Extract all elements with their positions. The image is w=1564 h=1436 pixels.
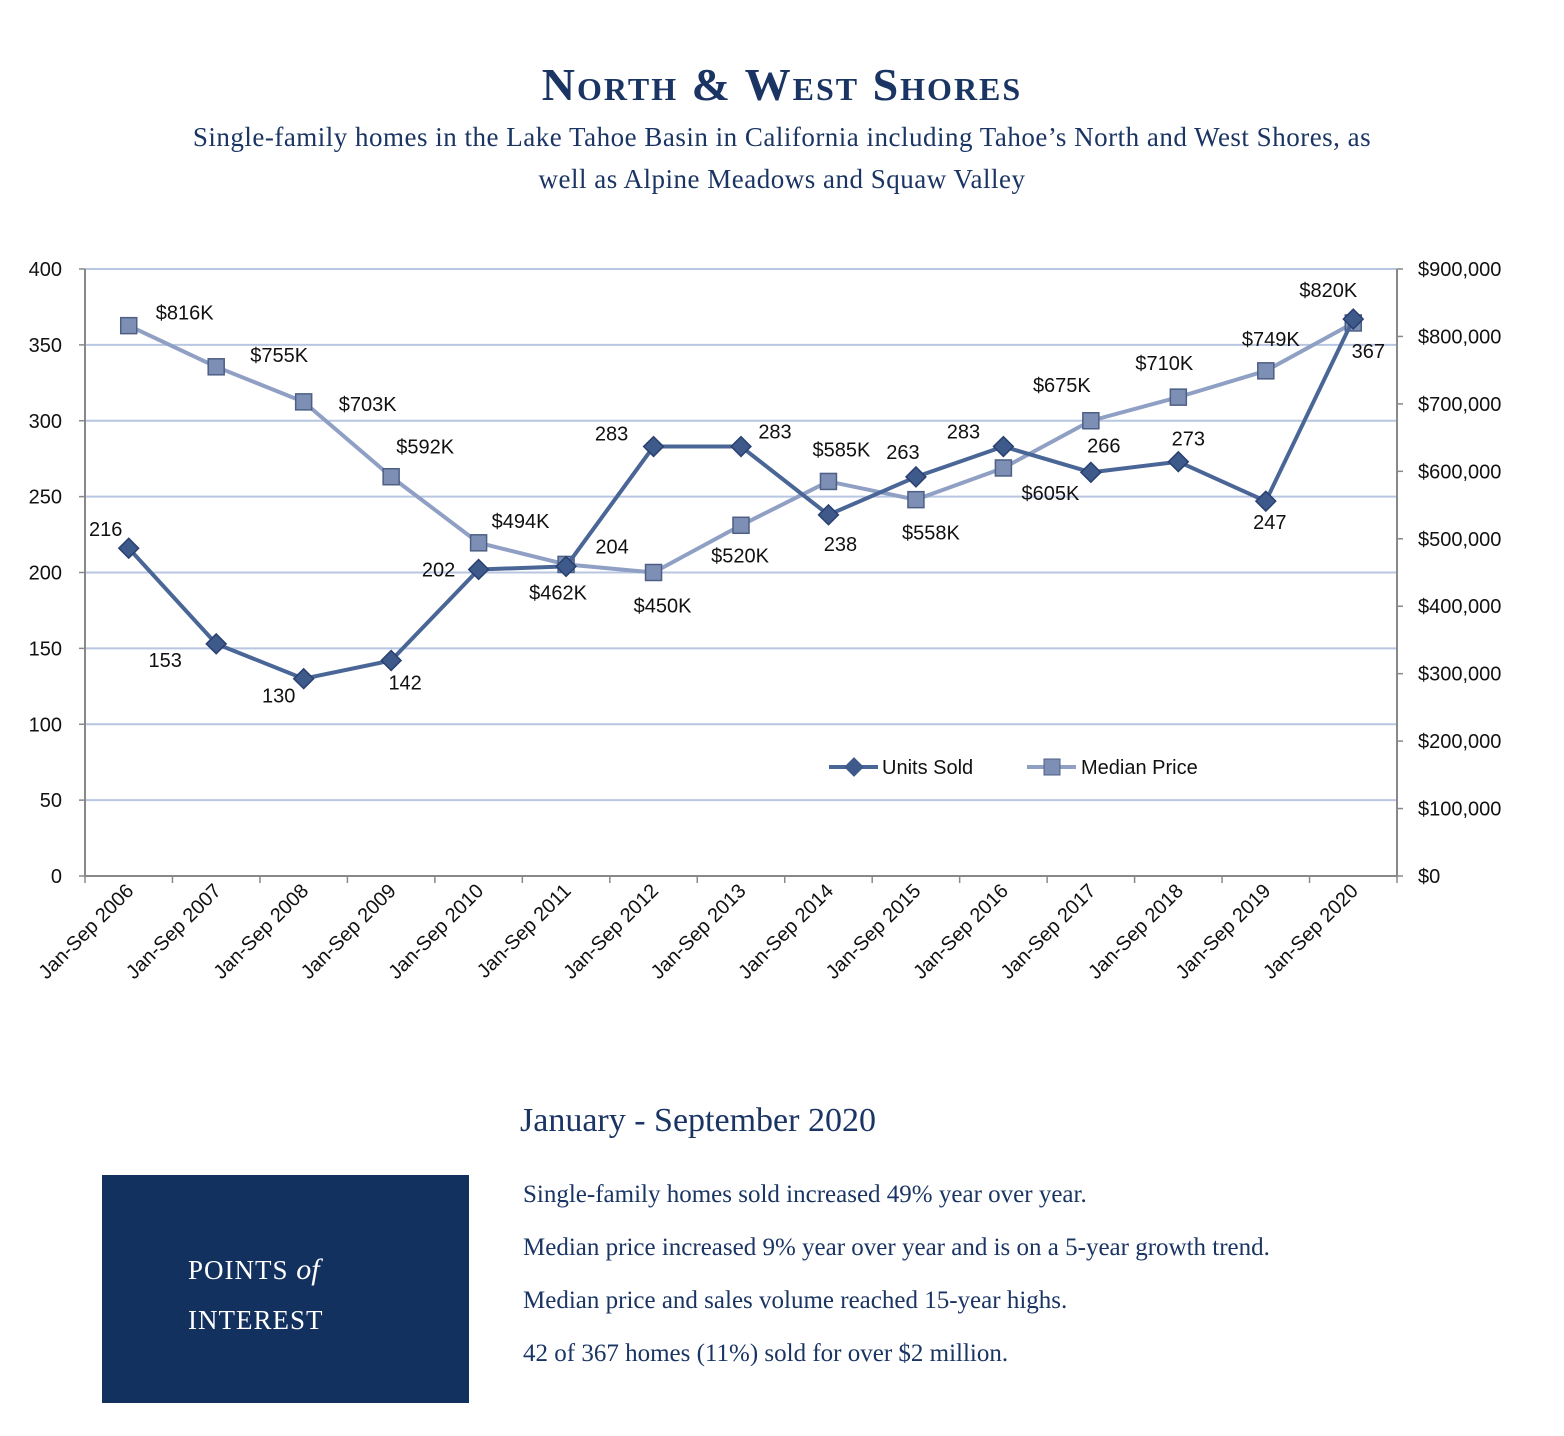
data-label: 142 [388, 673, 421, 695]
median-price-marker [644, 563, 663, 582]
data-label: $675K [1033, 375, 1091, 397]
units-sold-marker [1254, 490, 1277, 513]
y-right-tick-label: $900,000 [1418, 259, 1501, 281]
y-left-tick-label: 400 [29, 259, 62, 281]
data-label: 153 [149, 650, 182, 672]
poi-label-line2: INTEREST [188, 1305, 324, 1335]
poi-label-line1: POINTS of [188, 1253, 320, 1287]
y-right-tick-label: $400,000 [1418, 596, 1501, 618]
y-left-tick-label: 0 [51, 866, 62, 888]
point-item: Median price and sales volume reached 15… [523, 1287, 1068, 1314]
data-label: 266 [1087, 435, 1120, 457]
median-price-marker [732, 516, 750, 535]
median-price-marker [994, 459, 1013, 477]
points-of-interest-box: POINTS of INTEREST [102, 1175, 469, 1403]
data-label: $494K [492, 511, 550, 533]
poi-word-of: of [296, 1253, 320, 1286]
data-label: $558K [902, 523, 960, 545]
y-right-tick-label: $500,000 [1418, 529, 1501, 551]
y-right-tick-label: $700,000 [1418, 394, 1501, 416]
legend-units-sold-marker [844, 757, 864, 777]
poi-word-points: POINTS [188, 1255, 289, 1285]
units-sold-marker [117, 537, 140, 560]
page-title: North & West Shores [541, 59, 1023, 110]
data-label: $820K [1299, 280, 1357, 302]
median-price-marker [907, 490, 925, 509]
legend-units-sold-label: Units Sold [882, 757, 973, 779]
data-label: 283 [758, 422, 791, 444]
data-label: 273 [1172, 429, 1205, 451]
legend-median-price-label: Median Price [1081, 757, 1198, 779]
data-label: 202 [422, 559, 455, 581]
y-left-tick-label: 300 [29, 411, 62, 433]
page-subtitle: Single-family homes in the Lake Tahoe Ba… [192, 122, 1372, 194]
y-left-tick-label: 200 [29, 563, 62, 585]
data-label: $585K [813, 439, 871, 461]
units-price-chart: 0 50 100 150 200 250 300 350 400 $0 $100,000 $200,0… [29, 259, 1502, 984]
period-heading: January - September 2020 [520, 1102, 876, 1139]
median-price-marker [382, 467, 400, 486]
points-list: Single-family homes sold increased 49% y… [523, 1178, 1270, 1390]
units-sold-marker [730, 435, 752, 458]
data-label: $816K [156, 303, 214, 325]
data-label: $592K [396, 437, 454, 459]
units-sold-marker [992, 435, 1015, 458]
median-price-marker [469, 534, 488, 552]
y-left-tick-label: 350 [29, 335, 62, 357]
y-left-tick-label: 250 [29, 487, 62, 509]
legend-median-price-marker [1043, 758, 1061, 776]
point-item: 42 of 367 homes (11%) sold for over $2 m… [523, 1340, 1009, 1367]
y-left-tick-label: 150 [29, 638, 62, 660]
data-label: $710K [1135, 353, 1193, 375]
units-sold-marker [380, 649, 403, 672]
data-label: 204 [595, 536, 628, 558]
point-item: Median price increased 9% year over year… [523, 1234, 1270, 1261]
data-label: $520K [711, 545, 769, 567]
data-label: 283 [595, 424, 628, 446]
y-left-tick-label: 100 [29, 714, 62, 736]
point-item: Single-family homes sold increased 49% y… [523, 1181, 1087, 1208]
units-sold-marker [817, 503, 840, 526]
median-price-marker [119, 316, 138, 335]
data-label: 283 [947, 422, 980, 444]
units-sold-marker [1079, 461, 1102, 484]
units-sold-marker [1342, 308, 1365, 331]
units-sold-marker [642, 435, 665, 458]
y-right-tick-label: $600,000 [1418, 461, 1501, 483]
units-sold-marker [467, 558, 490, 581]
median-price-marker [819, 472, 838, 491]
data-label: 238 [824, 534, 857, 556]
data-label: $462K [529, 582, 587, 604]
units-sold-marker [1167, 450, 1190, 473]
data-label: $703K [339, 394, 397, 416]
data-label: $450K [634, 596, 692, 618]
units-sold-marker [555, 555, 578, 578]
units-sold-marker [904, 465, 927, 488]
data-label: 216 [89, 519, 122, 541]
median-price-marker [1169, 388, 1188, 406]
data-label: $755K [250, 345, 308, 367]
data-label: 247 [1253, 512, 1286, 534]
units-sold-marker [205, 632, 228, 655]
data-label: 263 [886, 442, 919, 464]
data-label: $749K [1242, 329, 1300, 351]
median-price-marker [1257, 362, 1275, 380]
y-right-tick-label: $300,000 [1418, 664, 1501, 686]
median-price-marker [207, 358, 225, 376]
median-price-marker [294, 393, 313, 411]
data-label: 367 [1352, 341, 1385, 363]
y-right-tick-label: $100,000 [1418, 799, 1501, 821]
units-sold-marker [292, 667, 315, 690]
y-left-tick-label: 50 [40, 790, 62, 812]
y-right-tick-label: $800,000 [1418, 326, 1501, 348]
y-right-tick-label: $0 [1418, 866, 1440, 888]
data-label: $605K [1021, 483, 1079, 505]
y-right-tick-label: $200,000 [1418, 731, 1501, 753]
data-label: 130 [262, 686, 295, 708]
median-price-marker [1082, 412, 1100, 430]
